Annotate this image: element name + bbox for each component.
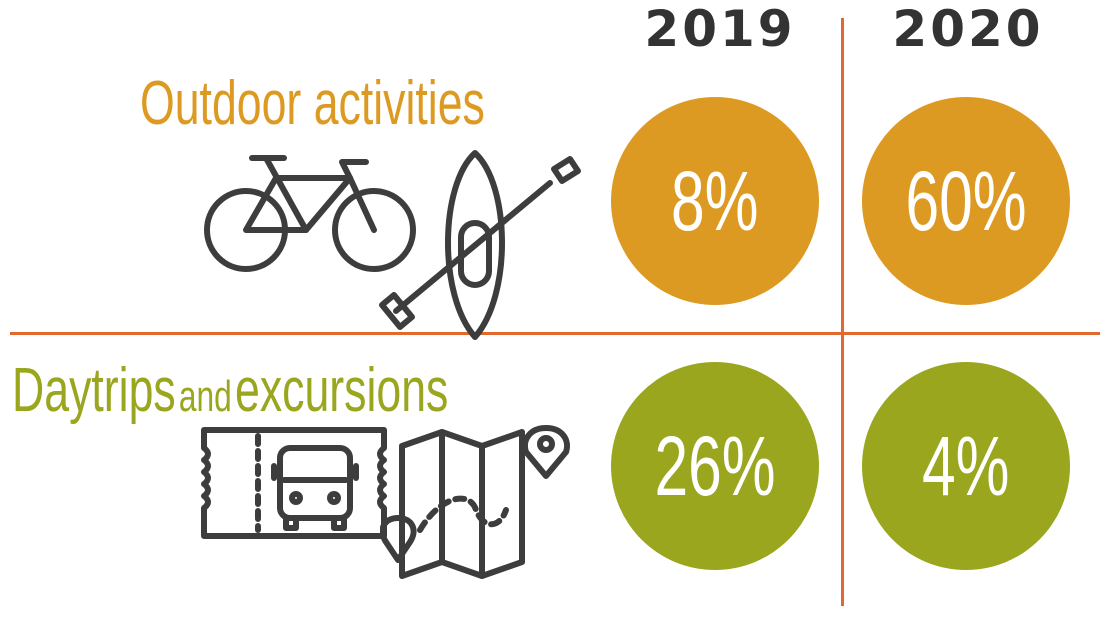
and-word: and [178,372,232,421]
kayak-icon [379,150,581,340]
daytrips-2019-value: 26% [611,362,819,570]
year-2019-header: 2019 [644,0,796,58]
map-icon [380,425,570,579]
daytrips-excursions-label: Daytrips and excursions [12,355,448,426]
bicycle-icon [204,155,416,272]
outdoor-activities-label: Outdoor activities [140,69,485,138]
outdoor-2020-value-text: 60% [905,153,1027,248]
daytrips-2020-value-text: 4% [922,418,1010,513]
outdoor-2019-value-text: 8% [671,153,759,248]
outdoor-2020-value: 60% [862,97,1070,305]
daytrips-2019-value-text: 26% [654,418,776,513]
excursions-word: excursions [234,356,449,425]
daytrips-word: Daytrips [12,356,176,425]
daytrips-2020-value: 4% [862,362,1070,570]
vertical-divider [841,18,844,606]
outdoor-2019-value: 8% [611,97,819,305]
horizontal-divider [10,332,1100,335]
bus-ticket-icon [201,427,387,539]
year-2020-header: 2020 [892,0,1044,58]
